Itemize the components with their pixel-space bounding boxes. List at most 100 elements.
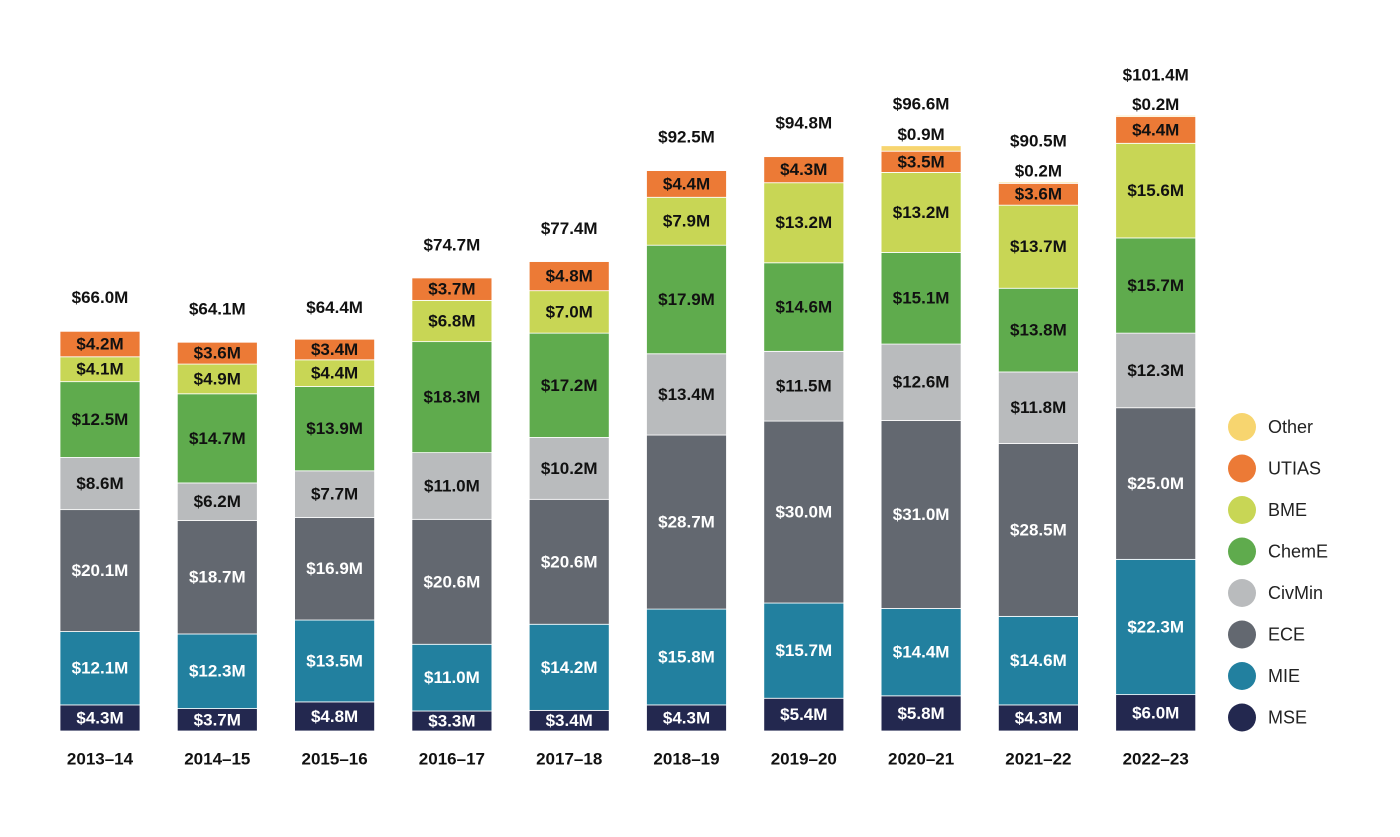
value-label: $7.0M [546, 302, 593, 321]
legend-marker [1228, 620, 1256, 649]
value-label: $4.8M [546, 267, 593, 286]
value-label: $0.2M [1015, 162, 1062, 181]
total-label: $77.4M [541, 219, 598, 238]
legend-marker [1228, 496, 1256, 524]
bar-segment [294, 386, 376, 472]
bar-segment [528, 437, 610, 500]
value-label: $17.9M [658, 290, 715, 309]
bar-segment [294, 701, 376, 732]
value-label: $22.3M [1127, 617, 1184, 636]
value-label: $13.8M [1010, 321, 1067, 340]
bar-segment [1115, 332, 1197, 409]
x-tick-label: 2022–23 [1123, 749, 1189, 768]
x-tick-label: 2020–21 [888, 749, 954, 768]
value-label: $5.8M [897, 704, 944, 723]
legend-marker [1228, 579, 1256, 607]
bar-segment [646, 704, 727, 732]
value-label: $4.3M [663, 708, 710, 727]
bar-segment [528, 261, 610, 292]
value-label: $3.5M [897, 152, 944, 171]
bar-segment [998, 287, 1079, 373]
total-label: $66.0M [72, 288, 129, 307]
value-label: $4.3M [1015, 708, 1062, 727]
value-label: $12.5M [72, 410, 129, 429]
bar-segment [176, 520, 258, 635]
bar-segment [176, 341, 258, 365]
bar-segment [763, 156, 845, 184]
bar-segment [294, 470, 376, 518]
bar-segment [646, 244, 727, 355]
bar-segment [411, 643, 493, 712]
bar-segment [528, 332, 610, 438]
bar-segment [1115, 407, 1197, 560]
bar-segment [59, 381, 141, 458]
legend-label: ChemE [1268, 541, 1328, 561]
value-label: $3.4M [546, 711, 593, 730]
legend-label: BME [1268, 500, 1307, 520]
total-label: $74.7M [424, 235, 481, 254]
value-label: $11.8M [1011, 398, 1067, 417]
value-label: $15.7M [1127, 276, 1184, 295]
value-label: $0.2M [1132, 95, 1179, 114]
bar-segment [528, 623, 610, 711]
bar-segment [1115, 237, 1197, 334]
legend-marker [1228, 413, 1256, 441]
value-label: $4.9M [194, 369, 241, 388]
value-label: $3.4M [311, 340, 358, 359]
x-tick-label: 2017–18 [536, 749, 602, 768]
total-label: $90.5M [1010, 132, 1067, 151]
x-tick-label: 2013–14 [67, 749, 134, 768]
bar-segment [411, 299, 493, 343]
bar-segment [998, 615, 1079, 706]
value-label: $4.3M [76, 708, 123, 727]
bar-segment [1115, 694, 1197, 732]
value-label: $30.0M [775, 503, 832, 522]
bar-segment [59, 631, 141, 706]
value-label: $25.0M [1127, 474, 1184, 493]
bar-segment [880, 145, 962, 152]
value-label: $14.7M [189, 429, 246, 448]
legend-marker [1228, 537, 1256, 566]
total-label: $64.1M [189, 300, 246, 319]
value-label: $13.7M [1010, 237, 1067, 256]
value-label: $4.3M [780, 160, 827, 179]
value-label: $11.5M [776, 377, 832, 396]
bar-segment [880, 252, 962, 345]
value-label: $4.8M [311, 707, 358, 726]
bar-segment [59, 704, 141, 732]
legend-marker [1228, 703, 1256, 732]
value-label: $7.9M [663, 212, 710, 231]
legend-label: CivMin [1268, 583, 1323, 603]
value-label: $13.2M [893, 203, 950, 222]
bar-segment [294, 517, 376, 621]
value-label: $11.0M [424, 476, 480, 495]
x-tick-label: 2018–19 [653, 749, 719, 768]
bar-segment [411, 341, 493, 454]
value-label: $5.4M [780, 705, 827, 724]
value-label: $15.7M [775, 641, 832, 660]
legend-label: Other [1268, 417, 1313, 437]
value-label: $18.3M [424, 388, 481, 407]
bar-segment [176, 393, 258, 484]
bar-segment [528, 498, 610, 625]
value-label: $15.1M [893, 289, 950, 308]
value-label: $28.5M [1010, 520, 1067, 539]
value-label: $14.2M [541, 658, 598, 677]
value-label: $13.2M [775, 213, 832, 232]
x-tick-label: 2014–15 [184, 749, 250, 768]
value-label: $15.6M [1127, 181, 1184, 200]
value-label: $17.2M [541, 376, 598, 395]
bar-segment [880, 695, 962, 732]
bar-segment [411, 518, 493, 645]
bar-segment [59, 330, 141, 358]
value-label: $3.6M [194, 344, 241, 363]
bar-segment [998, 704, 1079, 732]
legend-label: UTIAS [1268, 458, 1321, 478]
value-label: $12.1M [72, 659, 129, 678]
value-label: $0.9M [897, 125, 944, 144]
x-tick-label: 2016–17 [419, 749, 485, 768]
value-label: $20.1M [72, 561, 129, 580]
bar-segment [1115, 116, 1197, 144]
value-label: $12.3M [189, 662, 246, 681]
